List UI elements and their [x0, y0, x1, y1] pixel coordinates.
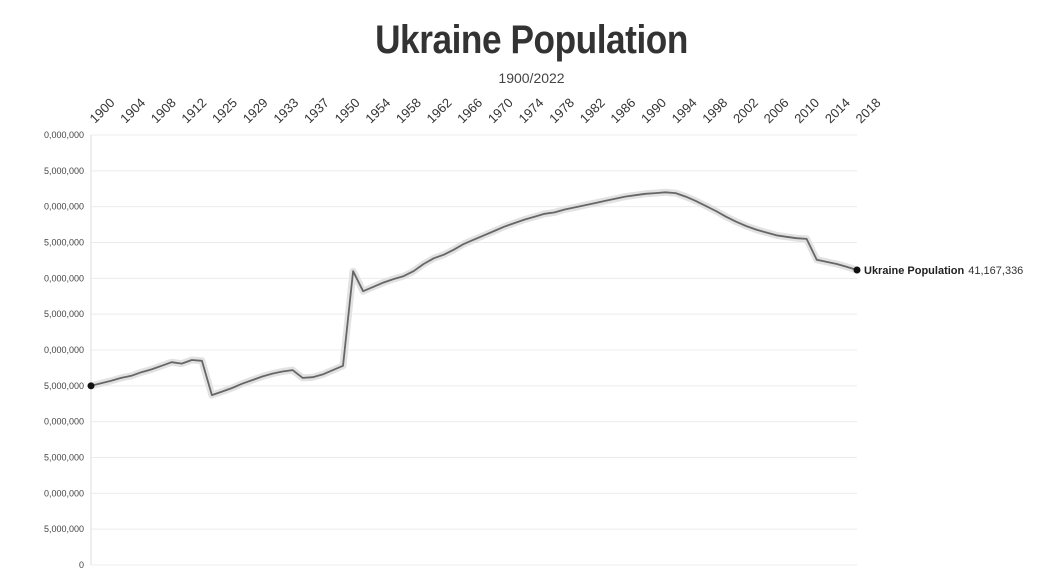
x-tick-label: 1986 — [607, 95, 638, 126]
x-tick-label: 2010 — [791, 95, 822, 126]
x-tick-label: 1990 — [638, 95, 669, 126]
x-tick-label: 1912 — [178, 95, 209, 126]
x-tick-label: 2014 — [822, 95, 853, 126]
y-tick-label: 5,000,000 — [44, 524, 84, 534]
x-tick-label: 1908 — [148, 95, 179, 126]
y-tick-label: 5,000,000 — [44, 238, 84, 248]
y-tick-label: 5,000,000 — [44, 309, 84, 319]
x-tick-label: 1904 — [117, 95, 148, 126]
y-tick-label: 5,000,000 — [44, 453, 84, 463]
x-tick-label: 1937 — [301, 95, 332, 126]
x-tick-label: 1933 — [270, 95, 301, 126]
series-line — [90, 191, 858, 396]
x-tick-label: 1966 — [454, 95, 485, 126]
x-tick-label: 1994 — [669, 95, 700, 126]
x-tick-label: 1970 — [485, 95, 516, 126]
x-tick-label: 1929 — [240, 95, 271, 126]
gridlines — [91, 134, 857, 566]
y-tick-label: 0,000,000 — [44, 345, 84, 355]
series-line-halo — [87, 188, 861, 399]
x-tick-label: 1978 — [546, 95, 577, 126]
y-tick-label: 5,000,000 — [44, 381, 84, 391]
end-point — [853, 266, 861, 274]
x-tick-label: 2018 — [853, 95, 884, 126]
x-tick-label: 1954 — [362, 95, 393, 126]
x-tick-label: 1950 — [332, 95, 363, 126]
x-tick-label: 2002 — [730, 95, 761, 126]
y-tick-label: 0,000,000 — [44, 130, 84, 140]
x-tick-label: 1900 — [87, 95, 118, 126]
x-tick-label: 1998 — [699, 95, 730, 126]
chart-subtitle: 1900/2022 — [498, 70, 565, 86]
x-tick-label: 1958 — [393, 95, 424, 126]
x-tick-label: 1982 — [577, 95, 608, 126]
x-tick-label: 1962 — [424, 95, 455, 126]
y-tick-label: 0,000,000 — [44, 417, 84, 427]
y-tick-label: 0,000,000 — [44, 488, 84, 498]
y-tick-label: 0 — [79, 560, 84, 570]
chart-title: Ukraine Population — [375, 18, 688, 62]
y-tick-label: 5,000,000 — [44, 166, 84, 176]
end-label-series-name: Ukraine Population — [864, 265, 965, 277]
start-point — [87, 382, 95, 390]
y-tick-label: 0,000,000 — [44, 273, 84, 283]
x-tick-label: 2006 — [761, 95, 792, 126]
y-tick-label: 0,000,000 — [44, 202, 84, 212]
end-label: Ukraine Population 41,167,336 — [864, 265, 1023, 277]
x-tick-label: 1974 — [515, 95, 546, 126]
end-label-value: 41,167,336 — [968, 265, 1023, 277]
x-tick-label: 1925 — [209, 95, 240, 126]
